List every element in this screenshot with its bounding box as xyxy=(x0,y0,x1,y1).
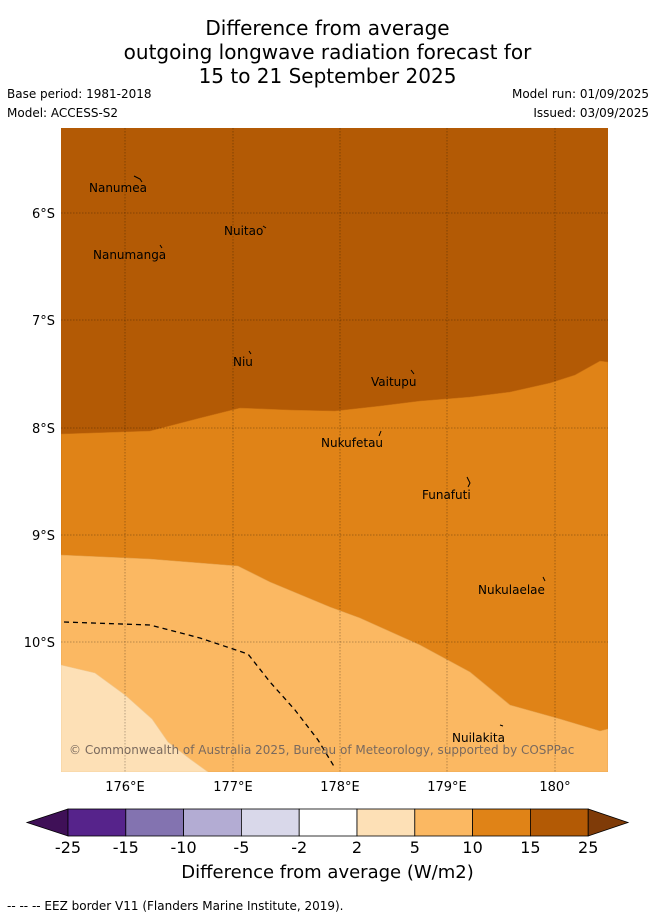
place-label-nuitao: Nuitao xyxy=(224,224,263,238)
band-5-10 xyxy=(61,554,608,772)
y-tick-label: 7°S xyxy=(32,314,55,329)
colorbar-swatch xyxy=(472,808,531,837)
x-tick-label: 176°E xyxy=(105,780,145,795)
colorbar-swatch xyxy=(240,808,300,837)
island-marks xyxy=(133,175,546,727)
gridlines xyxy=(61,128,608,772)
colorbar-tick-label: 10 xyxy=(462,838,482,857)
title-line-3: 15 to 21 September 2025 xyxy=(198,64,457,88)
y-tick-label: 6°S xyxy=(32,207,55,222)
title-line-1: Difference from average xyxy=(205,16,450,40)
chart-title: Difference from average outgoing longwav… xyxy=(0,16,655,88)
base-period: Base period: 1981-2018 xyxy=(7,87,152,101)
place-label-vaitupu: Vaitupu xyxy=(371,375,417,389)
x-tick-label: 180° xyxy=(539,780,570,795)
x-tick-label: 178°E xyxy=(320,780,360,795)
map-plot-area: Nanumea Nuitao Nanumanga Niu Vaitupu Nuk… xyxy=(61,128,608,772)
colorbar-swatch xyxy=(530,808,589,837)
eez-footnote: -- -- -- EEZ border V11 (Flanders Marine… xyxy=(7,899,344,913)
colorbar-swatch xyxy=(67,808,127,837)
colorbar-tick-label: 5 xyxy=(410,838,420,857)
colorbar-swatch xyxy=(125,808,185,837)
colorbar-tick-label: -2 xyxy=(291,838,307,857)
colorbar-title: Difference from average (W/m2) xyxy=(181,862,474,883)
map-figure: Nanumea Nuitao Nanumanga Niu Vaitupu Nuk… xyxy=(24,128,630,857)
x-tick-label: 177°E xyxy=(213,780,253,795)
model-name: Model: ACCESS-S2 xyxy=(7,106,119,120)
place-label-nukulaelae: Nukulaelae xyxy=(478,583,545,597)
colorbar-tick-label: 2 xyxy=(352,838,362,857)
colorbar-extend-low xyxy=(25,808,69,837)
y-tick-label: 9°S xyxy=(32,529,55,544)
place-label-nuilakita: Nuilakita xyxy=(452,731,505,745)
y-tick-label: 8°S xyxy=(32,422,55,437)
place-label-nukufetau: Nukufetau xyxy=(321,436,383,450)
model-run: Model run: 01/09/2025 xyxy=(511,87,649,101)
y-tick-label: 10°S xyxy=(24,636,55,651)
colorbar-extend-high xyxy=(587,808,630,837)
colorbar-swatch xyxy=(356,808,416,837)
colorbar-tick-label: -10 xyxy=(171,838,197,857)
colorbar-tick-label: -15 xyxy=(113,838,139,857)
colorbar-tick-label: -5 xyxy=(233,838,249,857)
colorbar-tick-label: 15 xyxy=(520,838,540,857)
copyright-notice: © Commonwealth of Australia 2025, Bureau… xyxy=(69,743,574,757)
place-label-funafuti: Funafuti xyxy=(422,488,471,502)
x-tick-label: 179°E xyxy=(427,780,467,795)
place-label-niu: Niu xyxy=(233,355,253,369)
colorbar-swatch xyxy=(183,808,242,837)
title-line-2: outgoing longwave radiation forecast for xyxy=(123,40,532,64)
colorbar-tick-label: -25 xyxy=(55,838,81,857)
place-label-nanumea: Nanumea xyxy=(89,181,147,195)
colorbar-tick-label: 25 xyxy=(578,838,598,857)
colorbar: -25 -15 -10 -5 -2 2 5 10 15 25 xyxy=(25,808,630,857)
issued-date: Issued: 03/09/2025 xyxy=(533,106,649,120)
eez-border-line xyxy=(63,621,336,769)
place-label-nanumanga: Nanumanga xyxy=(93,248,166,262)
band-2-5 xyxy=(61,664,209,772)
colorbar-swatch xyxy=(298,808,358,837)
colorbar-swatch xyxy=(414,808,473,837)
